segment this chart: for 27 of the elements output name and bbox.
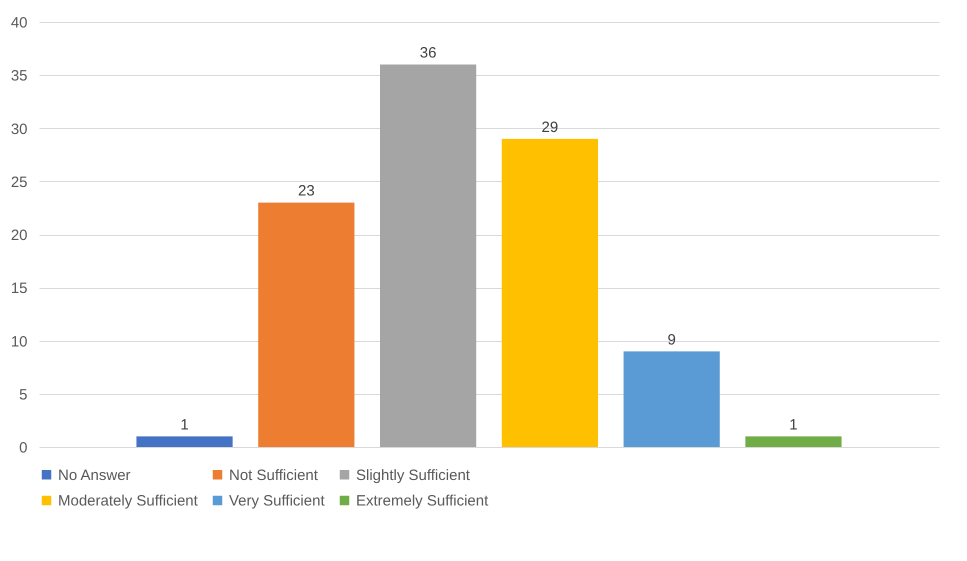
legend-label: Very Sufficient: [229, 492, 326, 510]
y-tick-label: 25: [10, 174, 28, 191]
bar: [624, 351, 720, 447]
legend-label: Moderately Sufficient: [58, 492, 199, 510]
y-tick-label: 35: [10, 68, 28, 85]
data-label: 36: [420, 44, 436, 62]
y-tick-label: 20: [10, 227, 28, 244]
y-tick-label: 30: [10, 120, 28, 138]
legend-label: Not Sufficient: [229, 466, 319, 484]
bar: [258, 202, 354, 447]
y-tick-label: 0: [19, 440, 28, 456]
data-label: 1: [180, 416, 189, 434]
data-label: 29: [542, 118, 558, 136]
bar: [745, 436, 842, 447]
y-tick-label: 10: [10, 333, 28, 350]
y-tick-label: 15: [10, 280, 28, 298]
legend-label: Slightly Sufficient: [356, 466, 471, 484]
bar: [502, 138, 598, 447]
y-tick-label: 40: [10, 14, 28, 32]
data-label: 1: [789, 416, 798, 434]
legend-label: No Answer: [58, 466, 131, 484]
legend-label: Extremely Sufficient: [356, 492, 490, 510]
data-label: 9: [668, 331, 676, 348]
data-label: 23: [298, 182, 315, 200]
bar: [380, 64, 476, 447]
bar: [136, 436, 233, 447]
y-tick-label: 5: [19, 386, 28, 404]
